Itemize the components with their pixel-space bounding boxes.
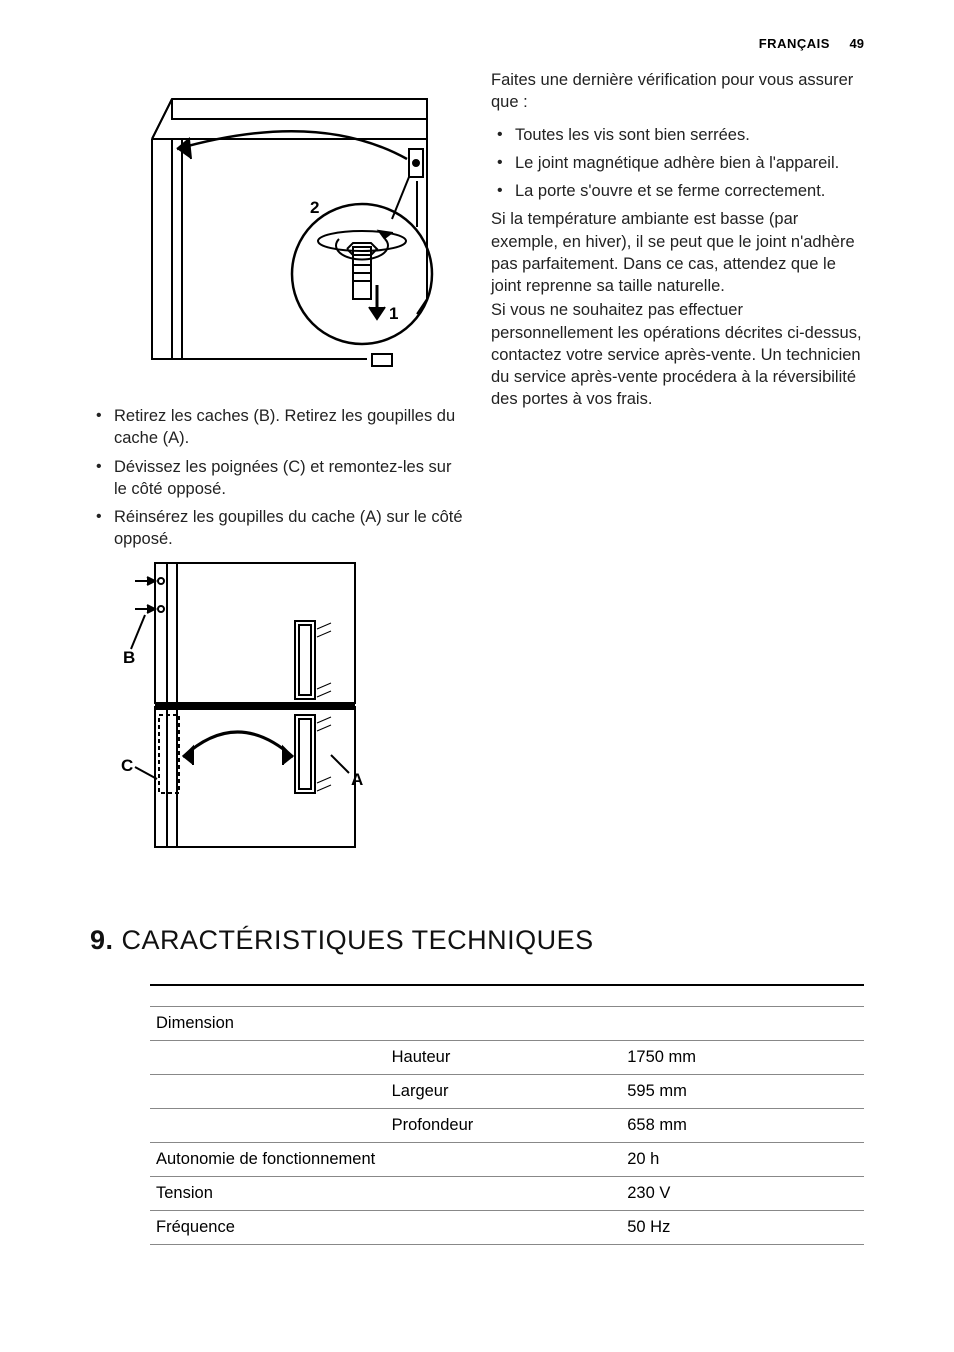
- left-bullet-3: Réinsérez les goupilles du cache (A) sur…: [96, 506, 463, 551]
- table-row: Profondeur658 mm: [150, 1109, 864, 1143]
- table-row: Hauteur1750 mm: [150, 1041, 864, 1075]
- section-title: 9. CARACTÉRISTIQUES TECHNIQUES: [90, 925, 864, 956]
- diagram2-label-a: A: [351, 770, 363, 789]
- right-bullet-list: Toutes les vis sont bien serrées. Le joi…: [491, 116, 864, 203]
- right-intro: Faites une dernière vérification pour vo…: [491, 69, 864, 114]
- header-language: FRANÇAIS: [759, 36, 830, 51]
- header-page-number: 49: [850, 36, 864, 51]
- right-bullet-1: Toutes les vis sont bien serrées.: [497, 124, 864, 146]
- diagram2-label-c: C: [121, 756, 133, 775]
- table-row: Autonomie de fonctionnement20 h: [150, 1143, 864, 1177]
- diagram1-label-2: 2: [310, 198, 319, 217]
- right-para-3: Si vous ne souhaitez pas effectuer perso…: [491, 299, 864, 410]
- table-top-rule: [150, 985, 864, 1007]
- table-row: Tension230 V: [150, 1177, 864, 1211]
- table-row: Largeur595 mm: [150, 1075, 864, 1109]
- page-header: FRANÇAIS 49: [90, 36, 864, 51]
- diagram2-label-b: B: [123, 648, 135, 667]
- left-bullet-1: Retirez les caches (B). Retirez les goup…: [96, 405, 463, 450]
- left-bullet-2: Dévissez les poignées (C) et remontez-le…: [96, 456, 463, 501]
- section-title-text: CARACTÉRISTIQUES TECHNIQUES: [122, 925, 594, 955]
- diagram-handles: B C A: [117, 557, 437, 857]
- table-row: Dimension: [150, 1007, 864, 1041]
- left-bullet-list: Retirez les caches (B). Retirez les goup…: [90, 397, 463, 551]
- section-number: 9.: [90, 925, 114, 955]
- right-para-2: Si la température ambiante est basse (pa…: [491, 208, 864, 297]
- right-bullet-2: Le joint magnétique adhère bien à l'appa…: [497, 152, 864, 174]
- diagram-hinge: 1 2: [117, 69, 437, 389]
- right-bullet-3: La porte s'ouvre et se ferme correctemen…: [497, 180, 864, 202]
- table-row: Fréquence50 Hz: [150, 1211, 864, 1245]
- diagram1-label-1: 1: [389, 304, 398, 323]
- specs-table: Dimension Hauteur1750 mm Largeur595 mm P…: [150, 984, 864, 1246]
- left-column: 1 2 Retirez les caches (B). Retirez les …: [90, 69, 463, 865]
- right-column: Faites une dernière vérification pour vo…: [491, 69, 864, 865]
